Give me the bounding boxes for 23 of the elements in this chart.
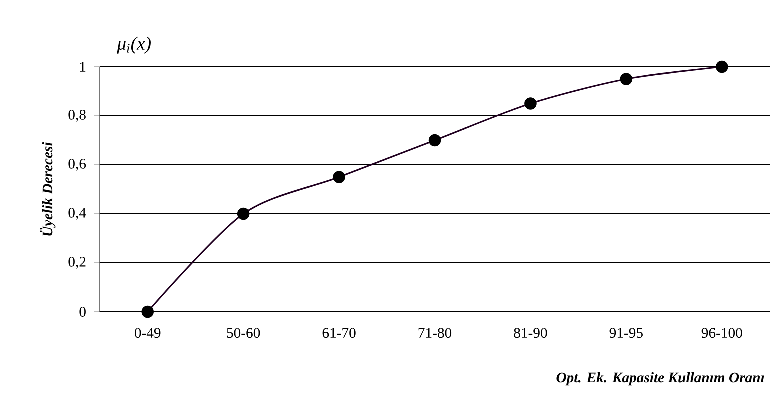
point bbox=[333, 171, 346, 184]
y-tick-label: 0,4 bbox=[68, 208, 86, 220]
point bbox=[142, 306, 154, 318]
x-tick-label: 61-70 bbox=[322, 328, 356, 338]
x-tick-label: 71-80 bbox=[418, 328, 452, 338]
x-tick-label: 96-100 bbox=[702, 328, 742, 338]
y-tick-label: 0,6 bbox=[68, 159, 86, 172]
point bbox=[716, 60, 728, 74]
y-tick-label: 0 bbox=[80, 307, 86, 317]
y-tick-label: 0,8 bbox=[68, 110, 86, 122]
x-axis-title: Opt. Ek. Kapasite Kullanım Oranı bbox=[556, 372, 764, 386]
x-tick-label: 81-90 bbox=[514, 328, 548, 338]
point bbox=[428, 134, 442, 147]
x-tick-label: 91-95 bbox=[610, 328, 643, 338]
y-tick-label: 1 bbox=[80, 62, 86, 72]
x-tick-label: 50-60 bbox=[227, 328, 260, 338]
text: μ$_{i}$(x) bbox=[117, 36, 151, 54]
point bbox=[620, 73, 633, 86]
point bbox=[524, 98, 537, 110]
x-tick-label: 0-49 bbox=[134, 328, 161, 338]
y-axis-title: Üyelik Derecesi bbox=[40, 142, 56, 236]
y-tick-label: 0,2 bbox=[68, 257, 86, 270]
point bbox=[237, 208, 250, 220]
